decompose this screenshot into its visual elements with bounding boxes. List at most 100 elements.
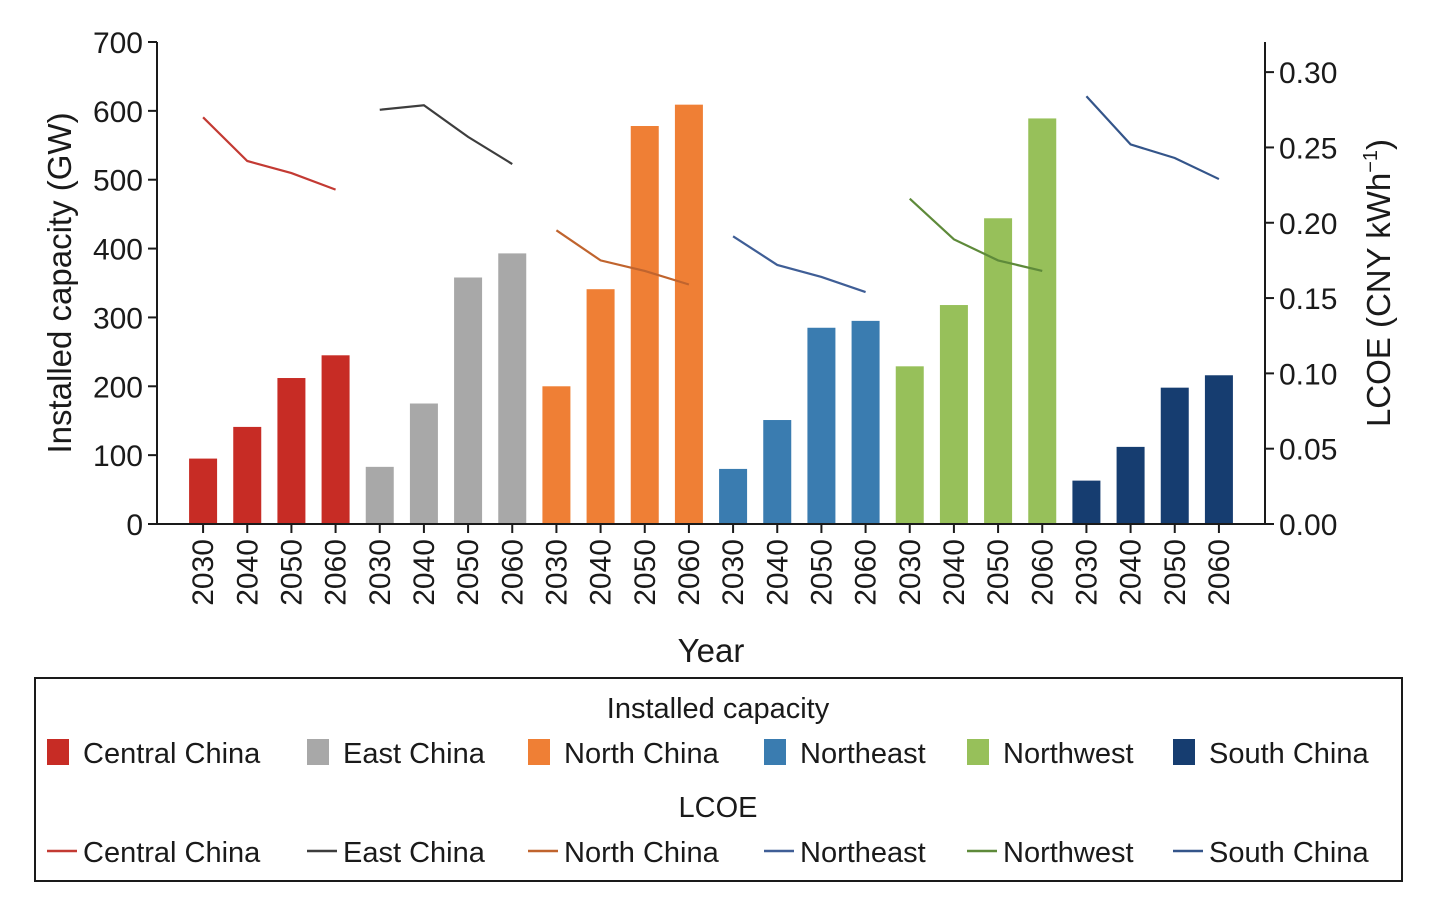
legend-line-entries: Central China East China North China Northe…	[47, 837, 1369, 869]
bar-northwest-2050	[984, 218, 1013, 524]
legend-label-south-china: South China	[1209, 738, 1369, 770]
bar-south-china-2040	[1116, 446, 1145, 524]
lcoe-line-east-china	[379, 104, 513, 165]
legend-line-label-south-china: South China	[1209, 837, 1369, 869]
legend-label-northwest: Northwest	[1003, 738, 1134, 770]
y-tick-label: 400	[93, 234, 143, 267]
bar-east-china-2060	[498, 253, 527, 525]
bar-northeast-2060	[851, 320, 880, 524]
x-tick-label: 2040	[585, 539, 618, 606]
bar-east-china-2040	[409, 403, 438, 524]
legend-bar-entries: Central China East China North China Northe…	[47, 738, 1369, 770]
right-y-axis-title: LCOE (CNY kWh−1)	[1360, 139, 1397, 427]
x-tick-label: 2060	[850, 539, 883, 606]
axes	[156, 42, 1266, 525]
x-tick-label: 2040	[408, 539, 441, 606]
y-tick-label: 0	[126, 509, 143, 542]
y2-tick-label: 0.25	[1279, 132, 1337, 165]
legend-swatch-north-china	[528, 739, 550, 765]
y-tick-label: 500	[93, 165, 143, 198]
bar-north-china-2030	[542, 386, 571, 524]
legend-line-label-northwest: Northwest	[1003, 837, 1134, 869]
bar-east-china-2050	[454, 277, 483, 524]
legend-label-north-china: North China	[564, 738, 720, 770]
x-tick-label: 2060	[1203, 539, 1236, 606]
legend-title-capacity: Installed capacity	[607, 693, 830, 725]
legend-line-label-northeast: Northeast	[800, 837, 926, 869]
y-tick-label: 600	[93, 96, 143, 129]
lcoe-line-south-china	[1085, 95, 1220, 181]
x-tick-label: 2060	[320, 539, 353, 606]
x-tick-label: 2060	[1026, 539, 1059, 606]
x-tick-label: 2050	[629, 539, 662, 606]
y2-tick-label: 0.05	[1279, 434, 1337, 467]
y-tick-label: 700	[93, 27, 143, 60]
x-tick-label: 2030	[187, 539, 220, 606]
lcoe-line-northwest	[909, 197, 1043, 273]
x-tick-label: 2050	[805, 539, 838, 606]
legend-swatch-northwest	[967, 739, 989, 765]
bar-central-china-2050	[277, 378, 306, 524]
x-tick-label: 2030	[717, 539, 750, 606]
legend: Installed capacity LCOE Central China Eas…	[34, 677, 1403, 882]
x-tick-label: 2060	[496, 539, 529, 606]
legend-swatch-south-china	[1173, 739, 1195, 765]
bar-northwest-2060	[1028, 118, 1057, 524]
y-tick-label: 100	[93, 440, 143, 473]
bar-south-china-2060	[1204, 375, 1233, 524]
right-y-axis-title-main: LCOE (CNY kWh	[1360, 173, 1397, 427]
x-tick-label: 2040	[231, 539, 264, 606]
x-ticks: 2030 2040 2050 2060 2030 2040 2050 2060 2030 2040…	[187, 524, 1236, 606]
bar-northwest-2040	[939, 305, 968, 524]
x-tick-label: 2030	[540, 539, 573, 606]
y-tick-label: 200	[93, 371, 143, 404]
y-tick-label: 300	[93, 302, 143, 335]
bar-north-china-2040	[586, 289, 615, 524]
legend-swatch-east-china	[307, 739, 329, 765]
legend-label-central-china: Central China	[83, 738, 261, 770]
x-tick-label: 2050	[982, 539, 1015, 606]
lcoe-line-northeast	[732, 235, 866, 294]
x-tick-label: 2050	[1159, 539, 1192, 606]
bar-north-china-2050	[630, 126, 659, 525]
y2-tick-label: 0.00	[1279, 509, 1337, 542]
right-y-axis-title-sup: −1	[1360, 150, 1382, 173]
x-tick-label: 2040	[938, 539, 971, 606]
legend-swatch-northeast	[764, 739, 786, 765]
x-tick-label: 2050	[275, 539, 308, 606]
legend-label-east-china: East China	[343, 738, 486, 770]
legend-title-lcoe: LCOE	[679, 792, 758, 824]
legend-box	[34, 677, 1403, 882]
bar-central-china-2030	[189, 458, 218, 524]
legend-line-label-north-china: North China	[564, 837, 720, 869]
bar-central-china-2040	[233, 426, 262, 524]
y2-tick-label: 0.10	[1279, 358, 1337, 391]
legend-label-northeast: Northeast	[800, 738, 926, 770]
bar-northeast-2040	[763, 420, 792, 524]
bar-south-china-2050	[1160, 387, 1189, 524]
bar-north-china-2060	[674, 104, 703, 524]
x-axis-title: Year	[678, 632, 745, 669]
x-tick-label: 2030	[894, 539, 927, 606]
bar-marks	[189, 104, 1233, 525]
left-y-ticks: 0 100 200 300 400 500 600 700	[93, 27, 157, 542]
legend-swatch-central-china	[47, 739, 69, 765]
y2-tick-label: 0.20	[1279, 208, 1337, 241]
bar-northwest-2030	[895, 366, 924, 524]
lcoe-line-north-china	[555, 229, 690, 286]
lcoe-line-central-china	[202, 116, 336, 191]
x-tick-label: 2040	[1115, 539, 1148, 606]
x-tick-label: 2030	[1070, 539, 1103, 606]
lcoe-lines	[202, 95, 1220, 294]
legend-line-label-east-china: East China	[343, 837, 486, 869]
x-tick-label: 2050	[452, 539, 485, 606]
legend-line-label-central-china: Central China	[83, 837, 261, 869]
bar-northeast-2030	[719, 468, 748, 524]
x-tick-label: 2060	[673, 539, 706, 606]
bar-east-china-2030	[365, 466, 394, 524]
bar-central-china-2060	[321, 355, 350, 524]
right-y-ticks: 0.00 0.05 0.10 0.15 0.20 0.25 0.30	[1265, 57, 1337, 542]
x-tick-label: 2030	[364, 539, 397, 606]
left-y-axis-title: Installed capacity (GW)	[41, 112, 78, 453]
